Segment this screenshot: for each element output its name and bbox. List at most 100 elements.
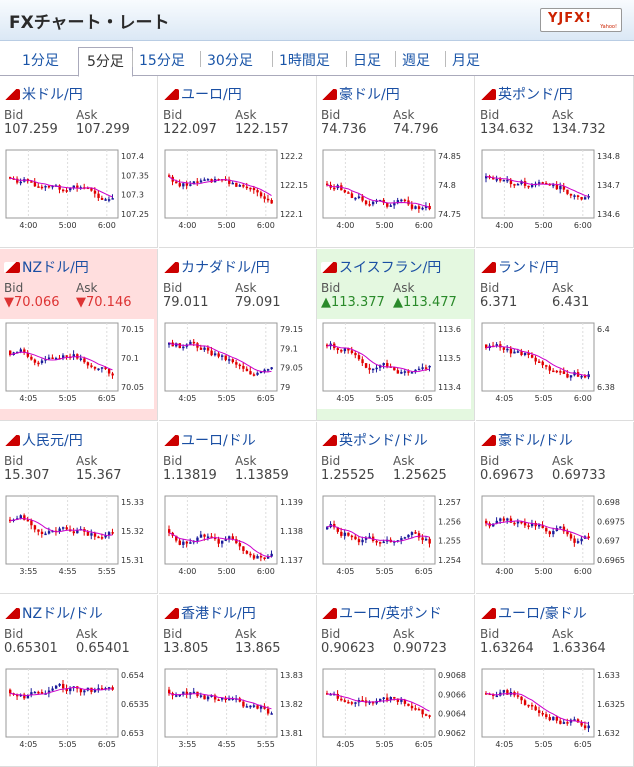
mini-chart-svg: 74.85 74.8 74.75 4:00 5:00 6:00	[317, 146, 471, 236]
x-tick-label: 5:05	[376, 740, 394, 749]
bid-value: 13.805	[163, 641, 209, 656]
pair-name-link[interactable]: ユーロ/円	[163, 84, 242, 104]
mini-chart-svg: 13.83 13.82 13.81 3:55 4:55 5:55	[159, 665, 313, 755]
pair-name-link[interactable]: ランド/円	[480, 257, 559, 277]
pair-card[interactable]: ユーロ/円 Bid 122.097 Ask 122.157 122.2 122.15 122.…	[159, 76, 317, 248]
mini-chart[interactable]: 134.8 134.7 134.6 4:00 5:00 6:00	[476, 146, 634, 236]
pair-name-link[interactable]: 豪ドル/円	[321, 84, 400, 104]
x-tick-label: 5:00	[218, 567, 236, 576]
candle-body	[107, 369, 111, 374]
pair-card[interactable]: NZドル/円 Bid ▼70.066 Ask ▼70.146 70.15 70.1 70.05…	[0, 249, 158, 421]
pair-name-link[interactable]: 米ドル/円	[4, 84, 83, 104]
mini-chart[interactable]: 1.633 1.6325 1.632 4:05 5:05 6:05	[476, 665, 634, 755]
tab-3[interactable]: 30分足	[207, 53, 253, 69]
pair-card[interactable]: スイスフラン/円 Bid ▲113.377 Ask ▲113.477 113.6 113.5…	[317, 249, 475, 421]
pair-name-link[interactable]: ユーロ/英ポンド	[321, 603, 442, 623]
candle-body	[9, 689, 12, 694]
candle-body	[396, 200, 400, 204]
candle-body	[263, 196, 266, 199]
candle-body	[213, 537, 217, 540]
mini-chart[interactable]: 0.654 0.6535 0.653 4:05 5:05 6:05	[0, 665, 158, 755]
y-tick-label: 1.633	[597, 671, 620, 680]
candle-body	[242, 546, 245, 551]
pair-card[interactable]: 英ポンド/ドル Bid 1.25525 Ask 1.25625 1.257 1.256 1.2…	[317, 422, 475, 594]
y-tick-label: 15.32	[121, 527, 144, 536]
candle-body	[333, 523, 336, 528]
pair-name-link[interactable]: カナダドル/円	[163, 257, 270, 277]
mini-chart[interactable]: 13.83 13.82 13.81 3:55 4:55 5:55	[159, 665, 317, 755]
ask-label: Ask	[393, 627, 415, 641]
pair-name-link[interactable]: 英ポンド/円	[480, 84, 573, 104]
candle-body	[414, 206, 417, 209]
candle-body	[33, 691, 37, 694]
mini-chart[interactable]: 79.15 79.1 79.05 79 4:05 5:05 6:05	[159, 319, 317, 409]
candle-body	[336, 527, 339, 532]
candle-body	[19, 515, 22, 519]
yjfx-logo[interactable]: YJFX! Yahoo!	[540, 8, 622, 32]
candle-body	[495, 695, 498, 698]
candle-body	[527, 353, 530, 355]
pair-card[interactable]: 豪ドル/ドル Bid 0.69673 Ask 0.69733 0.698 0.6975 0.6…	[476, 422, 634, 594]
pair-card[interactable]: 香港ドル/円 Bid 13.805 Ask 13.865 13.83 13.82 13.81 3…	[159, 595, 317, 767]
pair-card[interactable]: ユーロ/ドル Bid 1.13819 Ask 1.13859 1.139 1.138 1.13…	[159, 422, 317, 594]
candle-body	[249, 553, 252, 556]
tab-4[interactable]: 1時間足	[279, 53, 330, 69]
tab-0[interactable]: 1分足	[22, 53, 59, 69]
mini-chart[interactable]: 113.6 113.5 113.4 4:05 5:05 6:05	[317, 319, 475, 409]
mini-chart-svg: 79.15 79.1 79.05 79 4:05 5:05 6:05	[159, 319, 313, 409]
mini-chart[interactable]: 74.85 74.8 74.75 4:00 5:00 6:00	[317, 146, 475, 236]
tab-2[interactable]: 15分足	[139, 53, 185, 69]
candle-body	[375, 367, 378, 370]
candle-body	[44, 533, 47, 536]
pair-name-link[interactable]: NZドル/ドル	[4, 603, 103, 623]
pair-card[interactable]: NZドル/ドル Bid 0.65301 Ask 0.65401 0.654 0.6535 0.…	[0, 595, 158, 767]
tab-1[interactable]: 5分足	[78, 47, 133, 77]
candle-body	[16, 178, 19, 183]
mini-chart[interactable]: 107.4 107.35 107.3 107.25 4:00 5:00 6:00	[0, 146, 158, 236]
pair-name-link[interactable]: 豪ドル/ドル	[480, 430, 573, 450]
pair-name-link[interactable]: ユーロ/ドル	[163, 430, 256, 450]
pair-card[interactable]: ユーロ/英ポンド Bid 0.90623 Ask 0.90723 0.9068 0.9066…	[317, 595, 475, 767]
pair-name-link[interactable]: 英ポンド/ドル	[321, 430, 428, 450]
mini-chart[interactable]: 0.9068 0.9066 0.9064 0.9062 4:05 5:05 6:05	[317, 665, 475, 755]
tab-6[interactable]: 週足	[402, 53, 430, 69]
tab-7[interactable]: 月足	[452, 53, 480, 69]
pair-name-link[interactable]: 香港ドル/円	[163, 603, 256, 623]
pair-card[interactable]: 人民元/円 Bid 15.307 Ask 15.367 15.33 15.32 15.31 3:…	[0, 422, 158, 594]
mini-chart[interactable]: 122.2 122.15 122.1 4:00 5:00 6:00	[159, 146, 317, 236]
candle-body	[185, 541, 189, 544]
pair-card[interactable]: ユーロ/豪ドル Bid 1.63264 Ask 1.63364 1.633 1.6325 1.…	[476, 595, 634, 767]
pair-name-link[interactable]: NZドル/円	[4, 257, 89, 277]
candle-body	[203, 695, 206, 700]
mini-chart[interactable]: 70.15 70.1 70.05 4:05 5:05 6:05	[0, 319, 158, 409]
y-tick-label: 6.4	[597, 325, 610, 334]
flag-icon	[321, 435, 337, 446]
mini-chart[interactable]: 6.4 6.38 4:05 5:05 6:00	[476, 319, 634, 409]
candle-body	[396, 698, 400, 702]
candle-body	[266, 708, 270, 714]
pair-card[interactable]: 英ポンド/円 Bid 134.632 Ask 134.732 134.8 134.7 134.…	[476, 76, 634, 248]
candle-body	[523, 181, 527, 186]
pair-name-link[interactable]: 人民元/円	[4, 430, 83, 450]
mini-chart[interactable]: 1.257 1.256 1.255 1.254 4:05 5:05 6:05	[317, 492, 475, 582]
candle-body	[562, 371, 566, 374]
pair-card[interactable]: ランド/円 Bid 6.371 Ask 6.431 6.4 6.38 4:05 5:05 6:00	[476, 249, 634, 421]
candle-body	[576, 719, 580, 723]
pair-card[interactable]: 米ドル/円 Bid 107.259 Ask 107.299 107.4 107.35 107.…	[0, 76, 158, 248]
pair-name-link[interactable]: スイスフラン/円	[321, 257, 441, 277]
candle-body	[58, 683, 61, 686]
candle-body	[580, 196, 583, 200]
mini-chart[interactable]: 0.698 0.6975 0.697 0.6965 4:00 5:00 6:00	[476, 492, 634, 582]
pair-card[interactable]: 豪ドル/円 Bid 74.736 Ask 74.796 74.85 74.8 74.75 4:0…	[317, 76, 475, 248]
candle-body	[196, 181, 199, 183]
x-tick-label: 5:00	[535, 221, 553, 230]
candle-body	[270, 367, 273, 370]
mini-chart[interactable]: 1.139 1.138 1.137 4:00 5:00 6:00	[159, 492, 317, 582]
y-tick-label: 0.653	[121, 729, 144, 738]
ask-value: 15.367	[76, 468, 122, 483]
pair-card[interactable]: カナダドル/円 Bid 79.011 Ask 79.091 79.15 79.1 79.05 7…	[159, 249, 317, 421]
mini-chart[interactable]: 15.33 15.32 15.31 3:55 4:55 5:55	[0, 492, 158, 582]
pair-name-link[interactable]: ユーロ/豪ドル	[480, 603, 587, 623]
tab-5[interactable]: 日足	[353, 53, 381, 69]
timeframe-tabs: 1分足 5分足 15分足 30分足 1時間足 日足 週足 月足	[0, 41, 634, 77]
